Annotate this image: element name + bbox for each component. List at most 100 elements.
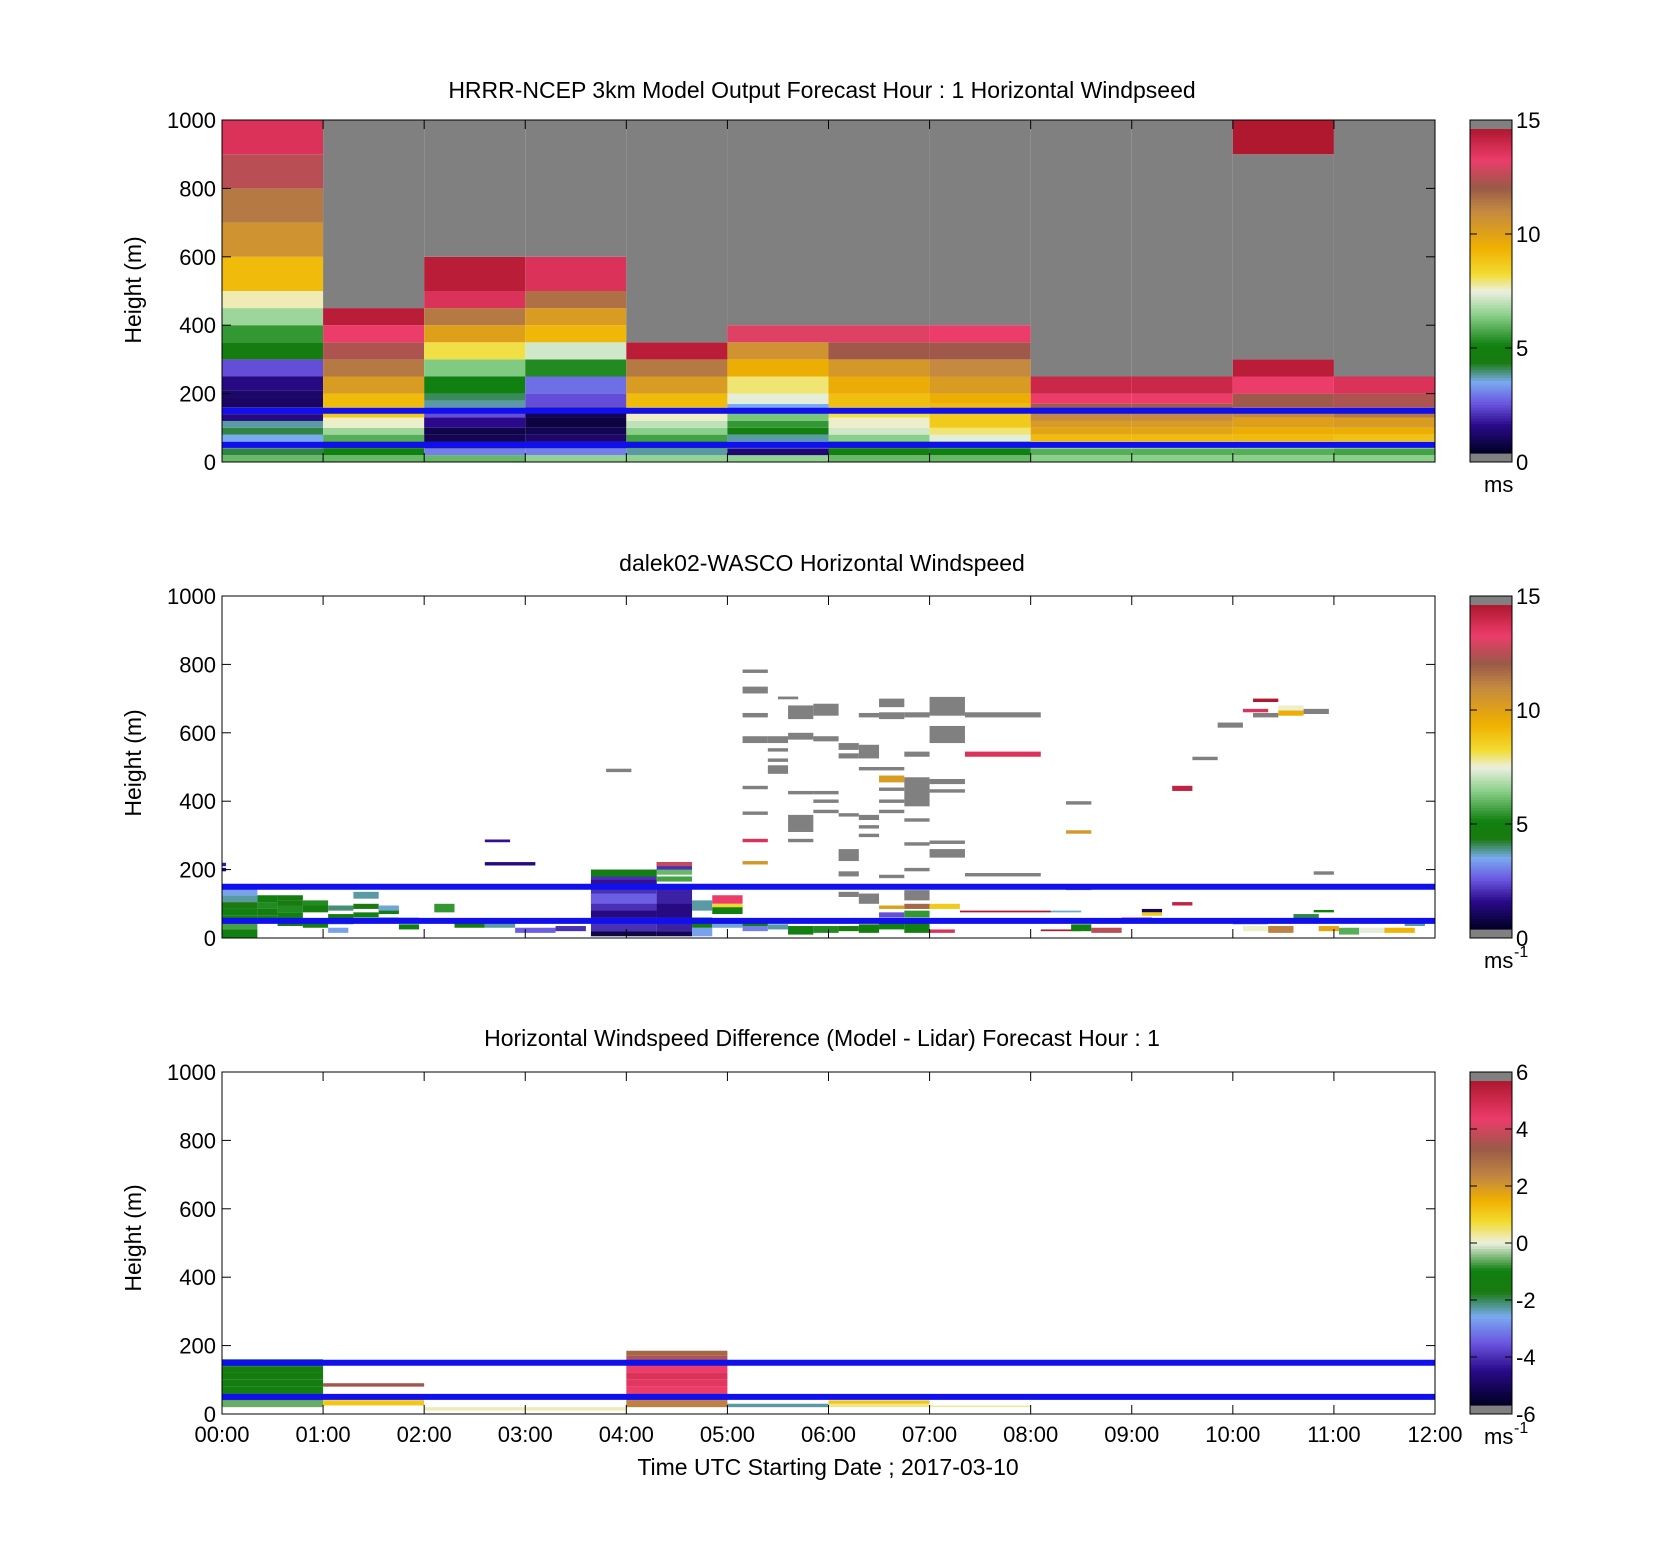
colorbar-segment [1470, 1348, 1512, 1352]
colorbar-segment [1470, 677, 1512, 682]
colorbar-segment [1470, 1394, 1512, 1398]
colorbar-segment [1470, 1151, 1512, 1155]
heatmap-cell [323, 342, 425, 360]
heatmap-cell [626, 376, 728, 394]
colorbar-segment [1470, 269, 1512, 273]
heatmap-cell [525, 448, 627, 456]
colorbar-segment [1470, 1278, 1512, 1282]
heatmap-cell [626, 427, 728, 435]
heatmap-cell [879, 787, 905, 791]
heatmap-cell [879, 920, 905, 930]
heatmap-cell [434, 903, 455, 913]
heatmap-cell [929, 376, 1031, 394]
colorbar-segment [1470, 180, 1512, 184]
colorbar-segment [1470, 1110, 1512, 1114]
heatmap-cell [222, 308, 324, 326]
heatmap-cell [328, 927, 349, 933]
heatmap-cell [1384, 927, 1415, 933]
colorbar-segment [1470, 1270, 1512, 1274]
heatmap-cell [525, 434, 627, 442]
heatmap-cell [1232, 448, 1334, 456]
colorbar-segment [1470, 1329, 1512, 1333]
heatmap-cell [626, 120, 728, 343]
y-tick-label: 1000 [167, 108, 216, 133]
colorbar-segment [1470, 137, 1512, 141]
colorbar-segment [1470, 702, 1512, 706]
colorbar-segment [1470, 1291, 1512, 1295]
colorbar-segment [1470, 640, 1512, 644]
heatmap-cell [964, 751, 1041, 757]
colorbar-segment [1470, 1337, 1512, 1341]
colorbar-segment [1470, 388, 1512, 392]
heatmap-cell [222, 154, 324, 189]
colorbar-segment [1470, 301, 1512, 306]
colorbar-segment [1470, 866, 1512, 871]
heatmap-cell [353, 912, 379, 918]
colorbar-segment [1470, 231, 1512, 235]
colorbar-segment [1470, 634, 1512, 638]
colorbar-segment [1470, 1299, 1512, 1303]
heatmap-cell [838, 926, 859, 932]
heatmap-cell [1333, 427, 1435, 435]
heatmap-cell [1333, 393, 1435, 408]
heatmap-cell [484, 922, 516, 928]
colorbar-segment [1470, 1202, 1512, 1206]
colorbar-segment [1470, 166, 1512, 171]
heatmap-cell [1242, 926, 1274, 932]
heatmap-cell [692, 900, 713, 911]
colorbar-segment [1470, 812, 1512, 817]
heatmap-cell [929, 1405, 1031, 1408]
heatmap-cell [858, 744, 880, 759]
colorbar-segment [1470, 875, 1512, 879]
colorbar-segment [1470, 1243, 1512, 1247]
heatmap-cell [727, 455, 829, 462]
heatmap-cell [454, 922, 485, 928]
heatmap-cell [222, 434, 324, 442]
colorbar-segment [1470, 664, 1512, 668]
colorbar-segment [1470, 191, 1512, 195]
colorbar-segment [1470, 1124, 1512, 1128]
colorbar-segment [1470, 621, 1512, 625]
colorbar-segment [1470, 661, 1512, 665]
heatmap-cell [929, 359, 1031, 377]
colorbar-segment [1470, 188, 1512, 192]
y-ticks: 0 200 400 600 800 1000 [167, 108, 1435, 475]
heatmap-cell [1359, 927, 1385, 933]
colorbar-segment [1470, 1305, 1512, 1309]
colorbar-segment [1470, 920, 1512, 925]
colorbar-segment [1470, 412, 1512, 416]
heatmap-cell [1172, 785, 1193, 791]
heatmap-cell [525, 455, 627, 462]
heatmap-cell [656, 862, 693, 874]
colorbar-segment [1470, 342, 1512, 346]
colorbar-segment [1470, 1210, 1512, 1214]
heatmap-cell [858, 767, 880, 771]
heatmap-cell [838, 849, 859, 862]
colorbar-segment [1470, 353, 1512, 357]
colorbar: 0 5 10 15 ms [1469, 108, 1540, 497]
colorbar-segment [1470, 434, 1512, 438]
colorbar-segment [1470, 856, 1512, 860]
heatmap-cell [712, 920, 743, 928]
heatmap-cell [323, 1383, 425, 1387]
colorbar-segment [1470, 648, 1512, 652]
heatmap-cell [1253, 712, 1279, 718]
heatmap-cell [626, 359, 728, 377]
colorbar-segment [1470, 366, 1512, 370]
heatmap-cell [277, 895, 303, 901]
heatmap-cell [424, 325, 526, 343]
colorbar-segment [1470, 142, 1512, 146]
y-tick-label: 800 [179, 652, 216, 677]
heatmap-cell [1131, 393, 1233, 404]
heatmap-cell [1131, 403, 1233, 411]
heatmap-cell [742, 736, 768, 744]
colorbar-segment [1470, 653, 1512, 657]
heatmap-cell [1030, 410, 1132, 421]
heatmap-cell [222, 929, 258, 938]
heatmap-cell [323, 359, 425, 377]
colorbar-segment [1470, 1126, 1512, 1131]
colorbar-segment [1470, 710, 1512, 714]
heatmap-cell [904, 842, 930, 846]
colorbar-segment [1470, 1267, 1512, 1271]
heatmap-cell [1278, 705, 1304, 711]
